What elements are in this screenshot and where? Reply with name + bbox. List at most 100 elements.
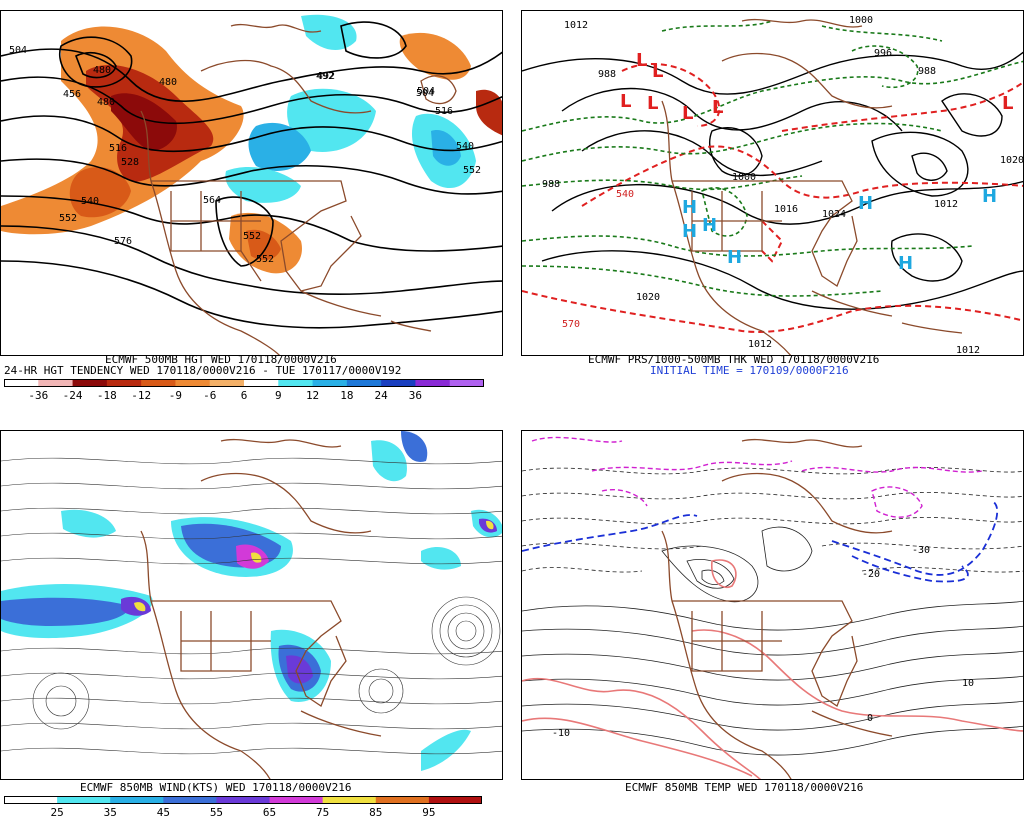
- colorbar-tick-label: 12: [305, 389, 320, 402]
- contour-label: 480: [97, 97, 115, 108]
- colorbar-height-tendency: [4, 379, 484, 387]
- high-pressure-icon: H: [982, 186, 997, 207]
- colorbar-tick-label: 75: [316, 806, 330, 819]
- caption-850mb-temp: ECMWF 850MB TEMP WED 170118/0000V216: [625, 781, 864, 794]
- caption-850mb-wind: ECMWF 850MB WIND(KTS) WED 170118/0000V21…: [80, 781, 352, 794]
- colorbar-tick-label: -24: [62, 389, 83, 402]
- cold-contours: [531, 436, 983, 518]
- contour-label: 570: [562, 319, 580, 330]
- low-pressure-icon: L: [652, 61, 663, 82]
- contour-label: 540: [616, 189, 634, 200]
- colorbar-swatch: [4, 379, 39, 387]
- contour-label: 516: [109, 143, 127, 154]
- coastlines: [661, 438, 893, 779]
- warm-contours: [522, 559, 1023, 779]
- colorbar-swatch: [72, 379, 108, 387]
- colorbar-swatch: [269, 796, 324, 804]
- contour-label: 1020: [1000, 155, 1024, 166]
- contour-label: 552: [243, 231, 261, 242]
- contour-label: 540: [81, 196, 99, 207]
- colorbar-wind-speed: [4, 796, 482, 804]
- contour-label: 988: [598, 69, 616, 80]
- colorbar-border: [4, 796, 482, 804]
- colorbar-tick-label: -9: [168, 389, 183, 402]
- contour-label: 480: [93, 65, 111, 76]
- positive-tendency-fills: [225, 14, 476, 203]
- freezing-line: [522, 500, 999, 583]
- panel-850mb-wind: [0, 430, 503, 780]
- colorbar-tick-label: 45: [156, 806, 170, 819]
- contour-label: 480: [159, 77, 177, 88]
- contour-label: 1000: [732, 172, 756, 183]
- map-850mb-wind: [1, 431, 502, 779]
- contour-label: 576: [114, 236, 132, 247]
- contour-label: 492: [317, 71, 335, 82]
- low-pressure-icon: L: [636, 50, 647, 71]
- contour-label: 1012: [564, 20, 588, 31]
- high-pressure-icon: H: [858, 193, 873, 214]
- colorbar-swatch: [428, 796, 482, 804]
- coastlines: [140, 23, 457, 355]
- colorbar-tick-label: -36: [28, 389, 49, 402]
- colorbar-tick-label: 25: [50, 806, 64, 819]
- colorbar-swatch: [57, 796, 111, 804]
- coastlines: [661, 18, 963, 355]
- contour-label: 1012: [748, 339, 772, 350]
- colorbar-tick-label: 95: [422, 806, 436, 819]
- contour-labels: 1012 988 988 1020 1020 1012 1016 1024 99…: [542, 15, 1024, 356]
- contour-label: 1016: [774, 204, 798, 215]
- caption-500mb-line1: ECMWF 500MB HGT WED 170118/0000V216: [105, 353, 337, 366]
- contour-label: 552: [59, 213, 77, 224]
- contour-label: 528: [121, 157, 139, 168]
- thickness-warm-contours: [522, 63, 1023, 333]
- colorbar-swatch: [346, 379, 382, 387]
- contour-labels: -30 -20 -10 0 10: [552, 545, 974, 739]
- colorbar-tick-label: 35: [103, 806, 117, 819]
- contour-label: 1000: [849, 15, 873, 26]
- contour-label: 516: [435, 106, 453, 117]
- contour-label: 504: [416, 88, 434, 99]
- colorbar-swatch: [38, 379, 74, 387]
- low-pressure-icon: L: [620, 91, 631, 112]
- contour-label: 552: [463, 165, 481, 176]
- contour-label: 552: [256, 254, 274, 265]
- contour-labels: 504 480 480 456 480 492 504 516 528 540 …: [9, 45, 481, 265]
- pressure-symbols: L L L L L L L H H H H H H H: [620, 50, 1013, 274]
- high-pressure-icon: H: [727, 247, 742, 268]
- contour-label: 492: [316, 71, 334, 82]
- contour-label: -30: [912, 545, 930, 556]
- colorbar-swatch: [312, 379, 348, 387]
- colorbar-tick-label: 36: [408, 389, 423, 402]
- high-pressure-icon: H: [702, 215, 717, 236]
- colorbar-swatch: [244, 379, 279, 387]
- contour-label: 1024: [822, 209, 846, 220]
- colorbar-tick-label: 65: [262, 806, 277, 819]
- caption-initial-time: INITIAL TIME = 170109/0000F216: [650, 364, 849, 377]
- colorbar-swatch: [106, 379, 142, 387]
- colorbar-swatch: [141, 379, 176, 387]
- colorbar-height-tendency-labels: -36 -24 -18 -12 -9 -6 6 9 12 18 24 36: [4, 389, 484, 402]
- low-pressure-icon: L: [647, 93, 658, 114]
- high-pressure-icon: H: [898, 253, 913, 274]
- low-pressure-icon: L: [682, 103, 693, 124]
- colorbar-swatch: [175, 379, 211, 387]
- contour-label: 504: [417, 86, 435, 97]
- colorbar-wind-speed-labels: 25 35 45 55 65 75 85 95: [4, 806, 482, 819]
- colorbar-tick-label: 18: [340, 389, 354, 402]
- colorbar-border: [4, 379, 484, 387]
- contour-label: 1020: [636, 292, 660, 303]
- panel-500mb-height: 504 480 480 456 480 492 504 516 528 540 …: [0, 10, 503, 356]
- contour-label: 10: [962, 678, 974, 689]
- contour-label: 1012: [934, 199, 958, 210]
- colorbar-swatch: [4, 796, 58, 804]
- caption-500mb-line2: 24-HR HGT TENDENCY WED 170118/0000V216 -…: [4, 364, 402, 377]
- contour-label: 1012: [956, 345, 980, 356]
- colorbar-tick-label: -12: [131, 389, 152, 402]
- contour-label: 540: [456, 141, 474, 152]
- colorbar-swatch: [415, 379, 451, 387]
- colorbar-tick-label: 55: [209, 806, 224, 819]
- contour-label: 996: [874, 48, 892, 59]
- coastlines: [140, 438, 382, 779]
- colorbar-swatch: [163, 796, 217, 804]
- contour-label: 564: [203, 195, 221, 206]
